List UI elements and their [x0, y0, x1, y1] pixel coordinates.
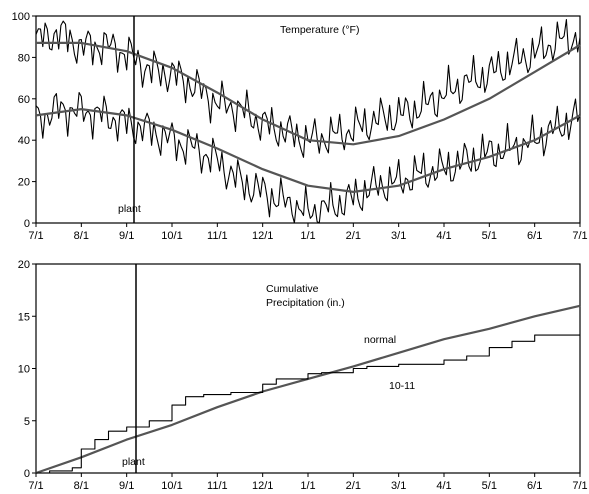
x-tick-label: 8/1 [74, 480, 89, 492]
x-tick-label: 10/1 [161, 230, 182, 242]
x-tick-label: 7/1 [572, 230, 587, 242]
x-tick-label: 1/1 [300, 480, 315, 492]
y-tick-label: 15 [18, 311, 30, 323]
y-tick-label: 20 [18, 177, 30, 189]
y-tick-label: 0 [24, 468, 30, 480]
y-tick-label: 60 [18, 94, 30, 106]
series-label-10-11: 10-11 [389, 380, 415, 392]
y-tick-label: 100 [12, 11, 30, 23]
series-label-normal: normal [364, 334, 396, 346]
series-line-1-1 [36, 334, 580, 474]
series-line-0-1 [36, 41, 581, 146]
x-tick-label: 2/1 [346, 230, 361, 242]
x-tick-label: 4/1 [436, 230, 451, 242]
precipitation-title-line-1: Cumulative [266, 283, 319, 295]
precipitation-plant-label: plant [122, 456, 145, 468]
series-line-0-2 [35, 91, 581, 224]
x-tick-label: 6/1 [527, 480, 542, 492]
x-tick-label: 7/1 [28, 230, 43, 242]
x-tick-label: 12/1 [252, 230, 273, 242]
x-tick-label: 5/1 [482, 230, 497, 242]
x-tick-label: 10/1 [161, 480, 182, 492]
y-tick-label: 0 [24, 218, 30, 230]
y-tick-label: 10 [18, 364, 30, 376]
x-tick-label: 11/1 [207, 480, 228, 492]
x-tick-label: 6/1 [527, 230, 542, 242]
series-line-0-3 [35, 108, 581, 193]
x-tick-label: 11/1 [207, 230, 228, 242]
x-tick-label: 8/1 [74, 230, 89, 242]
x-tick-label: 4/1 [436, 480, 451, 492]
x-tick-label: 3/1 [391, 230, 406, 242]
temperature-plant-label: plant [118, 203, 141, 215]
y-tick-label: 20 [18, 259, 30, 271]
x-tick-label: 9/1 [119, 480, 134, 492]
temperature-plot-area [35, 15, 581, 224]
precipitation-chart: 0 5 10 15 20 7/1 8/1 9/1 10/1 11/1 12/1 1/1 2/1 3/1 4… [18, 259, 588, 492]
x-tick-label: 3/1 [391, 480, 406, 492]
x-tick-label: 7/1 [28, 480, 43, 492]
precipitation-title-line-2: Precipitation (in.) [266, 297, 345, 309]
y-tick-label: 80 [18, 52, 30, 64]
x-tick-label: 9/1 [119, 230, 134, 242]
x-tick-label: 5/1 [482, 480, 497, 492]
precipitation-plot-area [35, 263, 581, 474]
x-tick-label: 12/1 [252, 480, 273, 492]
y-tick-label: 40 [18, 135, 30, 147]
x-tick-label: 2/1 [346, 480, 361, 492]
x-tick-label: 1/1 [300, 230, 315, 242]
temperature-chart: 0 20 40 60 80 100 7/1 8/1 9/1 10/1 11/1 12/1 1/1 2/1… [12, 11, 588, 242]
x-tick-label: 7/1 [572, 480, 587, 492]
y-tick-label: 5 [24, 416, 30, 428]
temperature-title: Temperature (°F) [280, 24, 359, 36]
